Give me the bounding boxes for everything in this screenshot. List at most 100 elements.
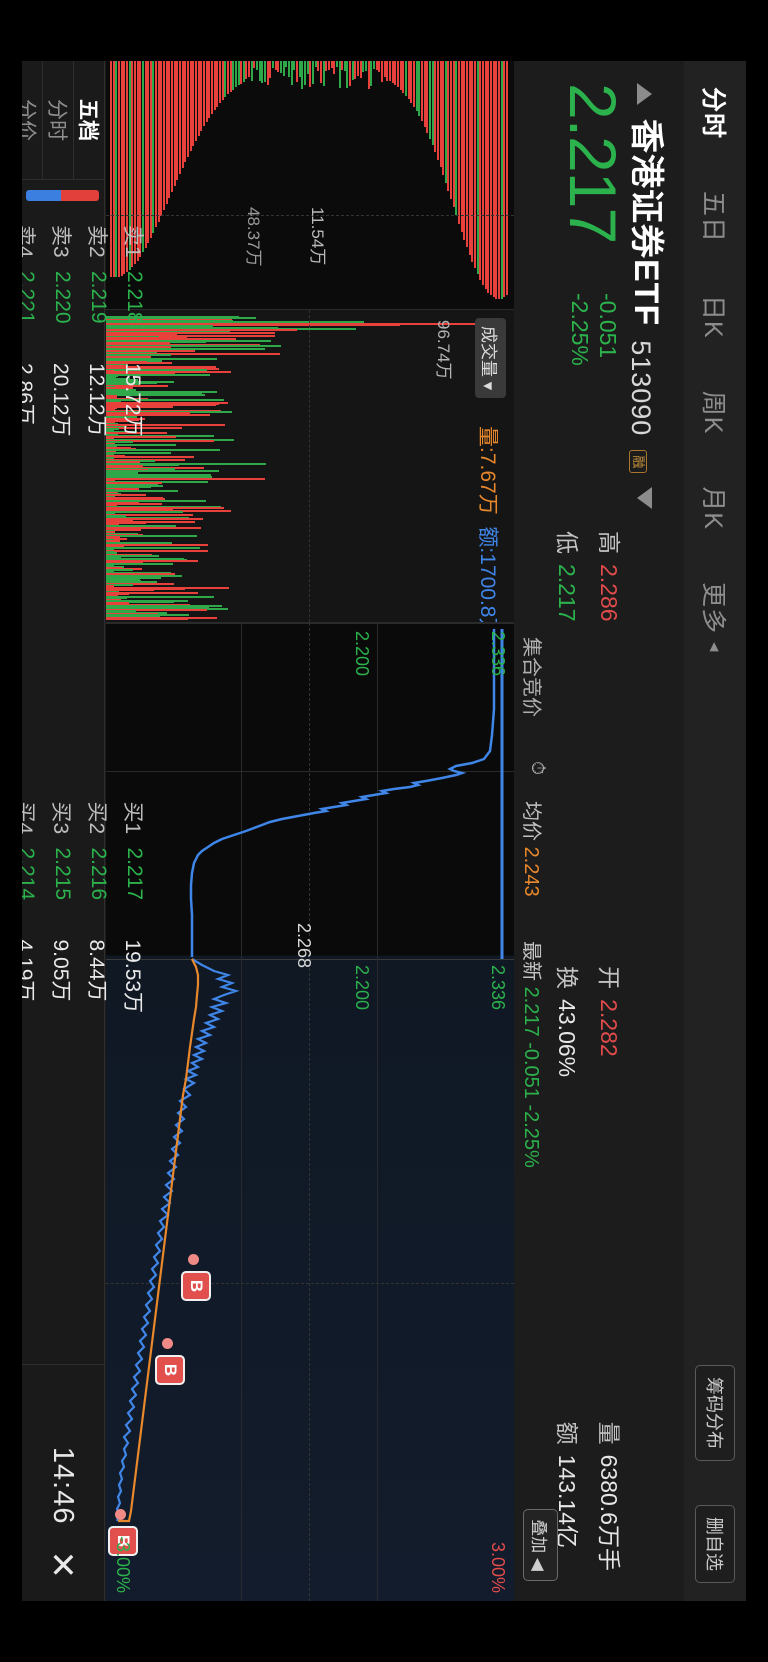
level-bar	[22, 467, 33, 485]
level-qty: 9.05万	[48, 940, 78, 1044]
trade-dot	[115, 1509, 126, 1520]
stat-volume: 量6380.6万手	[594, 1422, 628, 1571]
chip-bar	[471, 61, 473, 262]
chip-bar	[495, 61, 497, 299]
chip-bar	[309, 61, 311, 87]
chip-bar	[378, 61, 380, 72]
chip-bar	[307, 61, 309, 74]
chip-bar	[333, 61, 335, 74]
chip-bar	[206, 61, 208, 122]
order-book-row[interactable]: 卖4 2.221 2.86万	[22, 211, 45, 788]
tab-weekly-k[interactable]: 周K	[697, 365, 733, 461]
trade-mark-b-1[interactable]: B	[181, 1271, 211, 1301]
tab-monthly-k[interactable]: 月K	[697, 460, 733, 556]
cursor-price: 2.268	[293, 923, 314, 968]
chip-bar	[280, 61, 282, 73]
chevron-left-icon: ◀	[708, 642, 722, 651]
chip-bar	[365, 61, 367, 71]
chip-distribution-button[interactable]: 筹码分布	[695, 1365, 735, 1461]
tab-5day[interactable]: 五日	[697, 165, 733, 269]
chip-bar	[288, 61, 290, 77]
trade-mark-b-2[interactable]: B	[155, 1355, 185, 1385]
chip-bar	[421, 61, 423, 121]
chip-bar	[434, 61, 436, 152]
order-book-row[interactable]: 买4 2.214 4.19万	[22, 788, 45, 1365]
volume-indicator-selector[interactable]: 成交量 ▾	[475, 318, 506, 398]
rail-actions: 筹码分布 删自选	[695, 1365, 735, 1601]
level-label: 卖3	[48, 225, 78, 271]
order-book-row[interactable]: 卖2 2.219 12.12万	[81, 211, 117, 788]
chip-bar	[416, 61, 418, 111]
order-book-row[interactable]: 卖3 2.220 20.12万	[45, 211, 81, 788]
level-price: 2.218	[123, 271, 147, 363]
chip-bar	[373, 61, 375, 69]
next-stock-arrow-icon[interactable]	[637, 487, 652, 509]
level-label: 卖2	[84, 225, 114, 271]
close-icon[interactable]: ✕	[46, 1551, 80, 1580]
chip-bar	[190, 61, 192, 151]
chip-bar	[171, 61, 173, 192]
stat-turnover-rate: 换43.06%	[552, 966, 586, 1077]
chip-distribution-chart[interactable]: 11.54万 48.37万	[106, 61, 514, 310]
level-qty: 8.44万	[84, 940, 114, 1044]
chip-bar	[477, 61, 479, 274]
order-book-row[interactable]: 买2 2.216 8.44万	[81, 788, 117, 1365]
order-book-row[interactable]: 卖1 2.218 15.72万	[117, 211, 153, 788]
order-book-row[interactable]: 买3 2.215 9.05万	[45, 788, 81, 1365]
chip-bar	[224, 61, 226, 97]
chip-bar	[299, 61, 301, 77]
chip-bar	[389, 61, 391, 81]
chip-bar	[503, 61, 505, 297]
tab-fenshi[interactable]: 分时	[697, 61, 733, 165]
chip-bar	[347, 61, 349, 88]
chip-bar	[402, 61, 404, 93]
chip-bar	[219, 61, 221, 103]
overlay-button[interactable]: 叠加 ◀	[523, 1509, 558, 1581]
tab-ticks[interactable]: 分时	[43, 61, 74, 179]
lower-limit-pct: -3.00%	[112, 1536, 133, 1593]
level-price: 2.216	[87, 848, 111, 940]
remove-watchlist-button[interactable]: 删自选	[695, 1505, 735, 1583]
preopen-mid-price: 2.200	[351, 631, 372, 676]
trade-dot	[162, 1338, 173, 1349]
avg-price-value: 2.243	[520, 847, 542, 897]
chip-bar	[232, 61, 234, 90]
chip-bar	[341, 61, 343, 70]
chip-bar	[426, 61, 428, 133]
chip-bar	[381, 61, 383, 82]
tab-level5[interactable]: 五档	[74, 61, 104, 179]
volume-chart[interactable]: 成交量 ▾ 96.74万 量:7.67万 额:1700.8万 现手:2510	[106, 310, 514, 623]
chip-bar	[195, 61, 197, 141]
prev-stock-arrow-icon[interactable]	[637, 83, 652, 105]
chip-bar	[277, 61, 279, 72]
tab-daily-k[interactable]: 日K	[697, 269, 733, 365]
level-price: 2.221	[22, 271, 39, 363]
chip-bar	[179, 61, 181, 174]
chip-bar	[464, 61, 466, 240]
order-book-row[interactable]: 买1 2.217 19.53万	[117, 788, 153, 1365]
intraday-price-chart[interactable]: B B B 2.336 2.200 2.336 2.200 3.00% -3.0…	[106, 623, 514, 1601]
chip-bar	[243, 61, 245, 82]
level-bar	[93, 1044, 105, 1088]
chip-bar	[410, 61, 412, 103]
volume-stat-vol-key: 量:	[476, 426, 499, 453]
chip-bar	[490, 61, 492, 295]
bid-rows: 买1 2.217 19.53万 买2 2.216 8.44万 买3 2.215 9.05万 买4 2…	[22, 788, 153, 1365]
chip-bar	[248, 61, 250, 77]
chip-bar	[211, 61, 213, 114]
volume-stat-vol-val: 7.67万	[476, 453, 499, 515]
level-qty: 15.72万	[120, 363, 150, 467]
chip-bar	[246, 61, 248, 79]
order-book: 五档 分时 分价 卖1 2.218 15.72万 卖2 2.219 12.12万 卖3 2.2…	[22, 61, 105, 1601]
chip-bar	[270, 61, 272, 78]
level-label: 卖1	[120, 225, 150, 271]
tab-price-dist[interactable]: 分价	[22, 61, 43, 179]
chip-bar	[355, 61, 357, 79]
chip-bar	[198, 61, 200, 136]
volume-stats: 量:7.67万 额:1700.8万 现手:2510	[474, 426, 504, 623]
chip-bar	[506, 61, 508, 295]
chip-bar	[479, 61, 481, 280]
chip-bar	[363, 61, 365, 72]
level-bar	[22, 1044, 33, 1068]
price-change-pct: -2.25%	[566, 293, 594, 366]
